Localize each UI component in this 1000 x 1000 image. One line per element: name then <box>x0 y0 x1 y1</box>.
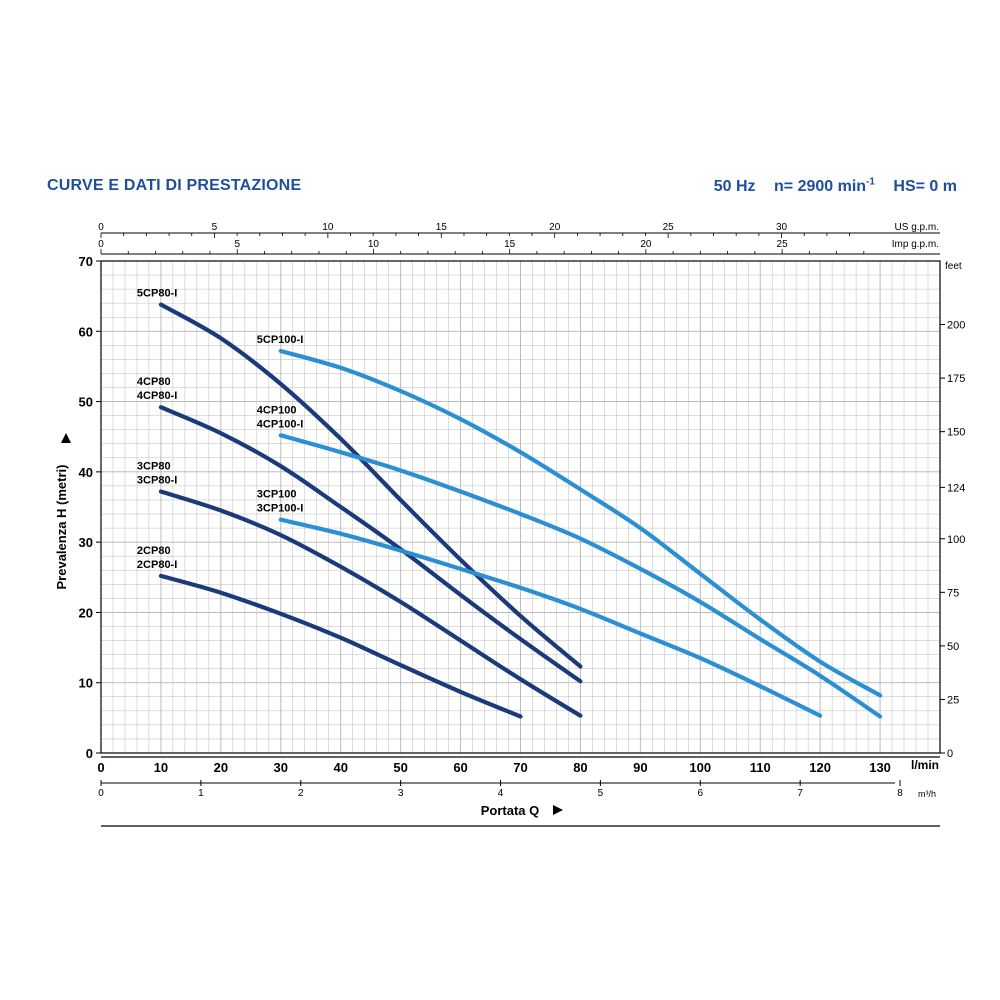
usgpm-tick-label: 25 <box>663 222 675 233</box>
usgpm-tick-label: 20 <box>549 222 561 233</box>
m3h-tick-label: 6 <box>698 788 704 799</box>
usgpm-unit-label: US g.p.m. <box>895 222 939 233</box>
curve-label-4cp100: 4CP100-I <box>257 418 303 430</box>
x-tick-label: 10 <box>154 760 168 775</box>
m3h-tick-label: 0 <box>98 788 104 799</box>
m3h-unit-label: m³/h <box>918 789 936 799</box>
x-axis-arrow-icon <box>553 805 563 815</box>
y-tick-label: 20 <box>79 605 93 620</box>
curve-5cp100-i <box>278 348 883 698</box>
m3h-tick-label: 7 <box>797 788 803 799</box>
curve-labels: 5CP80-I 4CP80 4CP80-I 3CP80 3CP80-I 2CP80 2CP8… <box>137 288 303 571</box>
curve-3cp80 <box>158 489 583 718</box>
usgpm-tick-label: 10 <box>322 222 334 233</box>
plot-frame <box>100 260 941 754</box>
m3h-tick-label: 4 <box>498 788 504 799</box>
curve-label-3cp80: 3CP80-I <box>137 475 177 487</box>
feet-tick-label: 25 <box>947 694 959 706</box>
operating-conditions: 50 Hz n= 2900 min-1 HS= 0 m <box>700 177 957 196</box>
x-tick-label: 60 <box>453 760 467 775</box>
performance-curves <box>158 302 883 719</box>
impgpm-tick-label: 0 <box>98 239 104 250</box>
x-tick-label: 70 <box>513 760 527 775</box>
x-tick-label: 40 <box>333 760 347 775</box>
y-tick-label: 60 <box>79 324 93 339</box>
curve-4cp80 <box>158 405 583 684</box>
curve-label-3cp100: 3CP100 <box>257 489 297 501</box>
impgpm-tick-label: 25 <box>777 239 789 250</box>
impgpm-tick-label: 15 <box>504 239 516 250</box>
y-tick-label: 10 <box>79 676 93 691</box>
x-unit-label: l/min <box>911 758 939 772</box>
m3h-tick-label: 1 <box>198 788 204 799</box>
feet-tick-label: 124 <box>947 482 965 494</box>
curve-label-5cp80-i: 5CP80-I <box>137 288 177 300</box>
curve-label-3cp100: 3CP100-I <box>257 503 303 515</box>
x-tick-label: 50 <box>393 760 407 775</box>
curve-label-4cp80: 4CP80-I <box>137 390 177 402</box>
x-tick-label: 20 <box>214 760 228 775</box>
impgpm-tick-label: 20 <box>640 239 652 250</box>
curve-label-2cp80: 2CP80-I <box>137 559 177 571</box>
x-tick-label: 120 <box>809 760 831 775</box>
impgpm-unit-label: Imp g.p.m. <box>892 239 939 250</box>
curve-5cp80-i <box>158 302 583 669</box>
m3h-tick-label: 5 <box>598 788 604 799</box>
feet-tick-label: 75 <box>947 587 959 599</box>
usgpm-tick-label: 30 <box>776 222 788 233</box>
x-axis-title: Portata Q <box>481 803 540 818</box>
curve-3cp100 <box>278 517 823 718</box>
speed-label: n= 2900 min-1 <box>774 177 875 196</box>
feet-unit-label: feet <box>945 261 962 272</box>
y-axis-title: Prevalenza H (metri) <box>54 465 69 590</box>
curve-label-3cp80: 3CP80 <box>137 461 171 473</box>
curve-label-2cp80: 2CP80 <box>137 545 171 557</box>
impgpm-tick-label: 10 <box>368 239 380 250</box>
feet-tick-label: 200 <box>947 320 965 332</box>
frequency-label: 50 Hz <box>713 178 756 196</box>
curve-label-4cp80: 4CP80 <box>137 376 171 388</box>
x-tick-label: 90 <box>633 760 647 775</box>
usgpm-tick-label: 15 <box>436 222 448 233</box>
y-tick-label: 40 <box>79 465 93 480</box>
y-tick-label: 30 <box>79 535 93 550</box>
curve-4cp100 <box>278 433 883 719</box>
y-tick-label: 0 <box>86 746 93 761</box>
chart-title: CURVE E DATI DI PRESTAZIONE <box>47 177 302 194</box>
x-tick-label: 80 <box>573 760 587 775</box>
grid <box>100 260 941 754</box>
x-tick-label: 110 <box>750 760 771 775</box>
m3h-tick-label: 8 <box>897 788 903 799</box>
x-tick-label: 130 <box>869 760 891 775</box>
feet-tick-label: 150 <box>947 427 965 439</box>
impgpm-tick-label: 5 <box>234 239 240 250</box>
y-axis-arrow-icon <box>61 433 71 443</box>
usgpm-tick-label: 5 <box>212 222 218 233</box>
curve-label-4cp100: 4CP100 <box>257 404 297 416</box>
curve-label-5cp100-i: 5CP100-I <box>257 334 303 346</box>
m3h-tick-label: 2 <box>298 788 304 799</box>
x-tick-label: 30 <box>274 760 288 775</box>
hs-label: HS= 0 m <box>893 178 957 196</box>
y-tick-label: 50 <box>79 395 93 410</box>
feet-tick-label: 0 <box>947 748 953 760</box>
feet-tick-label: 175 <box>947 373 965 385</box>
curve-2cp80 <box>158 573 523 719</box>
usgpm-tick-label: 0 <box>98 222 104 233</box>
feet-tick-label: 100 <box>947 534 965 546</box>
x-tick-label: 100 <box>689 760 711 775</box>
feet-tick-label: 50 <box>947 641 959 653</box>
m3h-tick-label: 3 <box>398 788 404 799</box>
y-tick-label: 70 <box>79 254 93 269</box>
x-tick-label: 0 <box>97 760 104 775</box>
